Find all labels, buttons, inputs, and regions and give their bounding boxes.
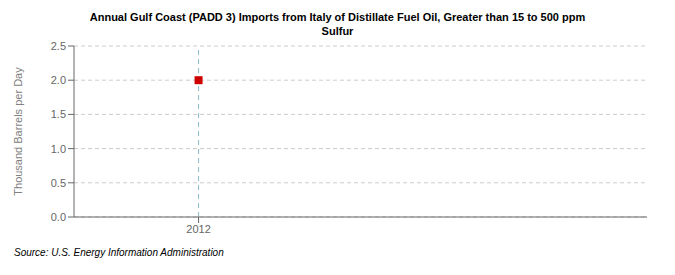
svg-text:0.5: 0.5 xyxy=(51,177,66,189)
svg-text:Thousand Barrels per Day: Thousand Barrels per Day xyxy=(12,67,24,196)
svg-text:2012: 2012 xyxy=(186,223,210,235)
html-text:Source: U.S. Energy Informatio: Source: U.S. Energy Information Administ… xyxy=(14,247,224,258)
svg-text:2.0: 2.0 xyxy=(51,74,66,86)
svg-text:0.0: 0.0 xyxy=(51,211,66,223)
svg-text:1.5: 1.5 xyxy=(51,108,66,120)
svg-text:1.0: 1.0 xyxy=(51,143,66,155)
html-text:Annual Gulf Coast (PADD 3) Imp: Annual Gulf Coast (PADD 3) Imports from … xyxy=(89,11,586,37)
svg-text:2.5: 2.5 xyxy=(51,40,66,52)
